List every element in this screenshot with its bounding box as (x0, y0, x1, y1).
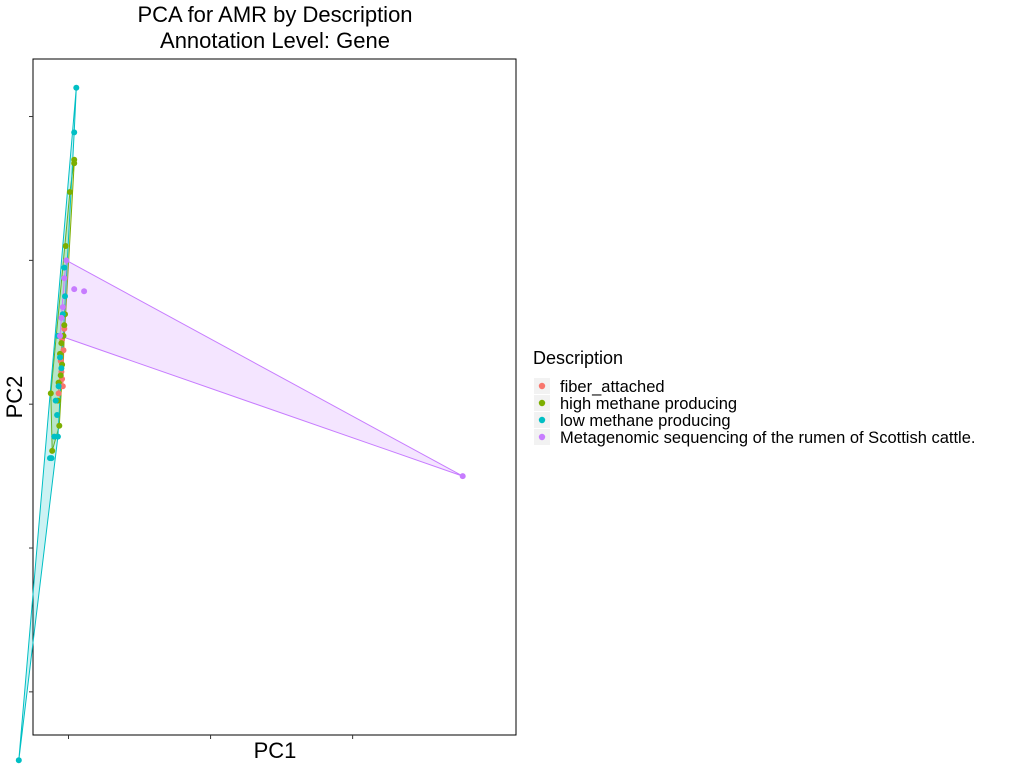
data-point (51, 433, 58, 440)
data-point (57, 354, 63, 361)
chart-subtitle: Annotation Level: Gene (160, 28, 390, 53)
legend-marker (538, 433, 546, 441)
data-point (459, 473, 466, 480)
legend-item: high methane producing (534, 395, 737, 413)
data-point (62, 293, 68, 300)
legend-item: low methane producing (534, 412, 731, 430)
data-point (63, 257, 70, 264)
data-point (71, 286, 78, 293)
data-point (47, 455, 53, 462)
data-point (73, 84, 80, 91)
plot-panel (32, 58, 517, 736)
legend-marker (538, 416, 546, 424)
axis-ticks (29, 116, 354, 739)
data-point (81, 288, 88, 295)
data-point (47, 390, 54, 397)
data-point (55, 383, 62, 390)
legend-label: high methane producing (560, 395, 737, 413)
data-point (61, 275, 68, 282)
legend-title: Description (533, 348, 623, 368)
data-point (54, 412, 61, 418)
legend-item: Metagenomic sequencing of the rumen of S… (534, 429, 975, 447)
data-point (52, 397, 59, 404)
data-point (56, 422, 63, 429)
data-point (61, 264, 68, 271)
data-point (57, 332, 63, 339)
legend-marker (538, 399, 546, 407)
data-point (66, 189, 73, 195)
data-point (71, 156, 78, 163)
data-point (15, 757, 22, 764)
data-point (71, 129, 78, 136)
data-point (49, 447, 56, 454)
x-axis-label: PC1 (254, 738, 297, 763)
legend-label: fiber_attached (560, 378, 665, 396)
chart-title: PCA for AMR by Description (137, 2, 412, 27)
data-point (58, 340, 65, 347)
legend-label: Metagenomic sequencing of the rumen of S… (560, 429, 975, 447)
legend-label: low methane producing (560, 412, 731, 430)
y-axis-label: PC2 (2, 376, 27, 419)
data-point (61, 322, 68, 329)
data-point (59, 304, 66, 311)
data-point (58, 314, 65, 321)
data-point (59, 383, 66, 390)
data-point (62, 243, 69, 249)
data-point (55, 390, 62, 397)
data-point (58, 365, 65, 372)
data-point (57, 372, 64, 379)
legend-item: fiber_attached (534, 378, 665, 396)
data-points (15, 84, 466, 764)
legend-marker (538, 382, 546, 390)
